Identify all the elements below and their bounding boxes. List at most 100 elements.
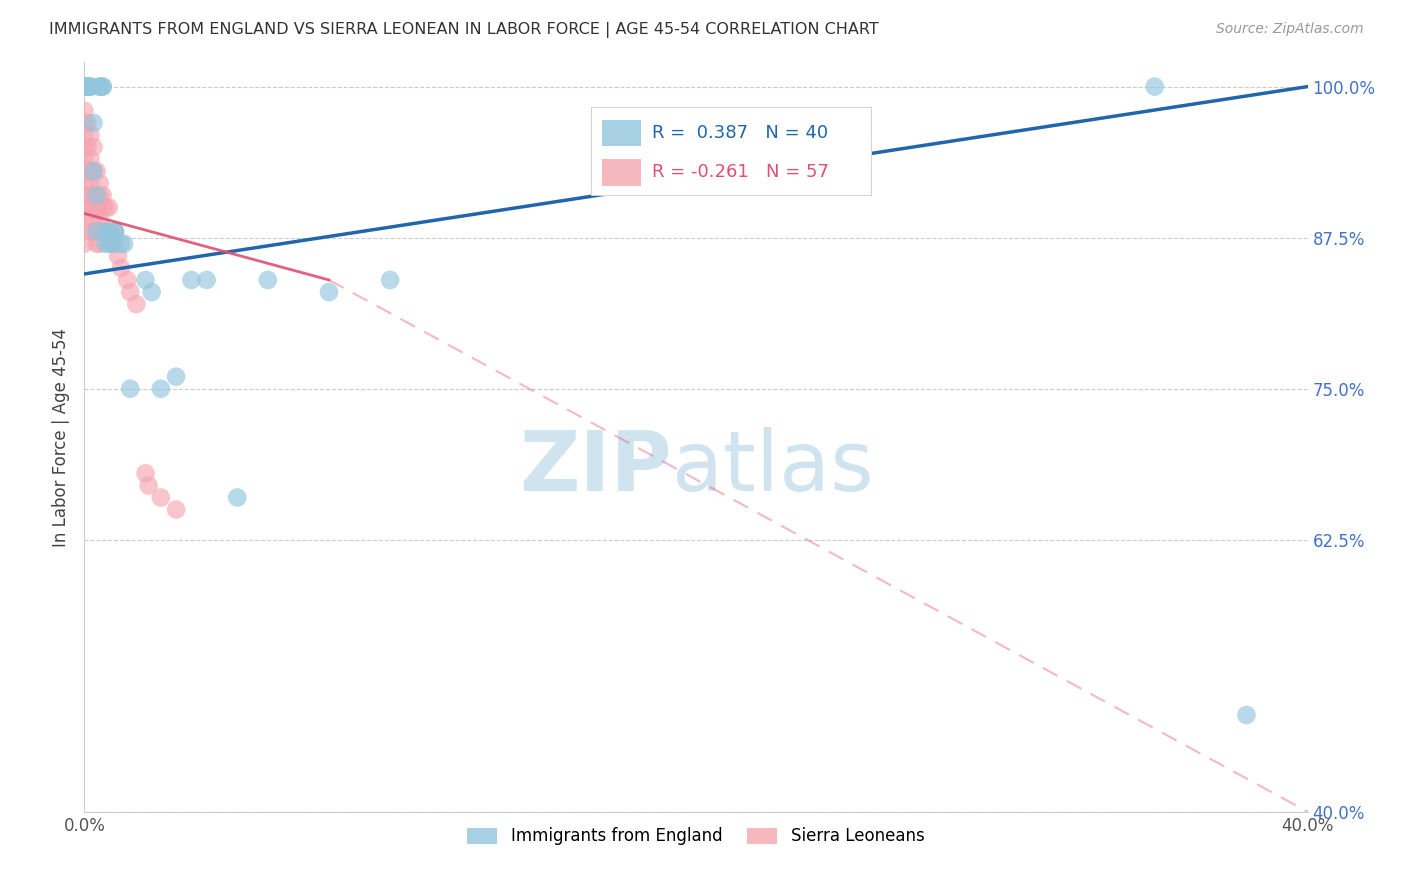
Point <box>1143 79 1166 94</box>
Point <box>110 260 132 275</box>
Point <box>89 225 111 239</box>
Point <box>141 285 163 299</box>
Point <box>97 201 120 215</box>
Point <box>86 188 108 202</box>
Point <box>165 502 187 516</box>
Point <box>112 236 135 251</box>
Point <box>89 176 111 190</box>
Point <box>73 236 96 251</box>
Point <box>83 140 105 154</box>
Text: IMMIGRANTS FROM ENGLAND VS SIERRA LEONEAN IN LABOR FORCE | AGE 45-54 CORRELATION: IMMIGRANTS FROM ENGLAND VS SIERRA LEONEA… <box>49 22 879 38</box>
Point <box>104 225 127 239</box>
Point <box>104 225 127 239</box>
Point <box>86 201 108 215</box>
Point <box>83 164 105 178</box>
Point <box>97 225 120 239</box>
Point <box>91 79 114 94</box>
Point <box>257 273 280 287</box>
Point <box>89 236 111 251</box>
Point <box>73 79 96 94</box>
Point <box>318 285 340 299</box>
Point <box>83 116 105 130</box>
Point <box>115 273 138 287</box>
Point <box>110 236 132 251</box>
Point <box>73 79 96 94</box>
Point <box>104 225 127 239</box>
Legend: Immigrants from England, Sierra Leoneans: Immigrants from England, Sierra Leoneans <box>461 821 931 852</box>
Point <box>380 273 402 287</box>
Point <box>91 188 114 202</box>
Point <box>195 273 218 287</box>
Point <box>104 236 127 251</box>
Point <box>125 297 148 311</box>
Point <box>73 79 96 94</box>
Point <box>94 225 117 239</box>
Point <box>73 164 96 178</box>
Point <box>120 285 142 299</box>
Point <box>86 188 108 202</box>
Point <box>83 164 105 178</box>
Point <box>86 225 108 239</box>
Point <box>73 152 96 166</box>
Point <box>94 201 117 215</box>
Point <box>73 79 96 94</box>
Point <box>76 164 98 178</box>
Point <box>97 225 120 239</box>
Point <box>73 116 96 130</box>
Point <box>165 369 187 384</box>
Y-axis label: In Labor Force | Age 45-54: In Labor Force | Age 45-54 <box>52 327 70 547</box>
Point <box>73 212 96 227</box>
Point <box>89 79 111 94</box>
FancyBboxPatch shape <box>591 107 872 196</box>
Point <box>149 491 172 505</box>
Point <box>83 212 105 227</box>
Bar <box>602 159 641 186</box>
Text: Source: ZipAtlas.com: Source: ZipAtlas.com <box>1216 22 1364 37</box>
Point <box>79 176 101 190</box>
Point <box>83 201 105 215</box>
Point <box>1236 708 1258 723</box>
Point <box>83 188 105 202</box>
Point <box>73 201 96 215</box>
Point <box>91 79 114 94</box>
Point <box>83 225 105 239</box>
Point <box>79 79 101 94</box>
Point <box>76 140 98 154</box>
Point <box>89 212 111 227</box>
Point <box>89 79 111 94</box>
Point <box>79 201 101 215</box>
Text: R =  0.387   N = 40: R = 0.387 N = 40 <box>652 124 828 142</box>
Point <box>86 236 108 251</box>
Point <box>149 382 172 396</box>
Point <box>73 225 96 239</box>
Point <box>73 79 96 94</box>
Point <box>135 467 157 481</box>
Point <box>94 236 117 251</box>
Point <box>101 236 124 251</box>
Point <box>86 225 108 239</box>
Bar <box>602 120 641 146</box>
Point <box>94 225 117 239</box>
Point <box>76 116 98 130</box>
Point <box>73 128 96 142</box>
Point <box>73 103 96 118</box>
Point <box>91 225 114 239</box>
Point <box>73 176 96 190</box>
Text: ZIP: ZIP <box>519 426 672 508</box>
Point <box>138 478 160 492</box>
Point <box>73 140 96 154</box>
Point <box>76 188 98 202</box>
Point <box>89 188 111 202</box>
Point <box>226 491 249 505</box>
Point <box>73 79 96 94</box>
Point <box>91 201 114 215</box>
Point <box>135 273 157 287</box>
Point <box>86 164 108 178</box>
Text: atlas: atlas <box>672 426 873 508</box>
Text: R = -0.261   N = 57: R = -0.261 N = 57 <box>652 163 830 181</box>
Point <box>79 164 101 178</box>
Point <box>79 128 101 142</box>
Point <box>76 79 98 94</box>
Point <box>101 236 124 251</box>
Point <box>180 273 202 287</box>
